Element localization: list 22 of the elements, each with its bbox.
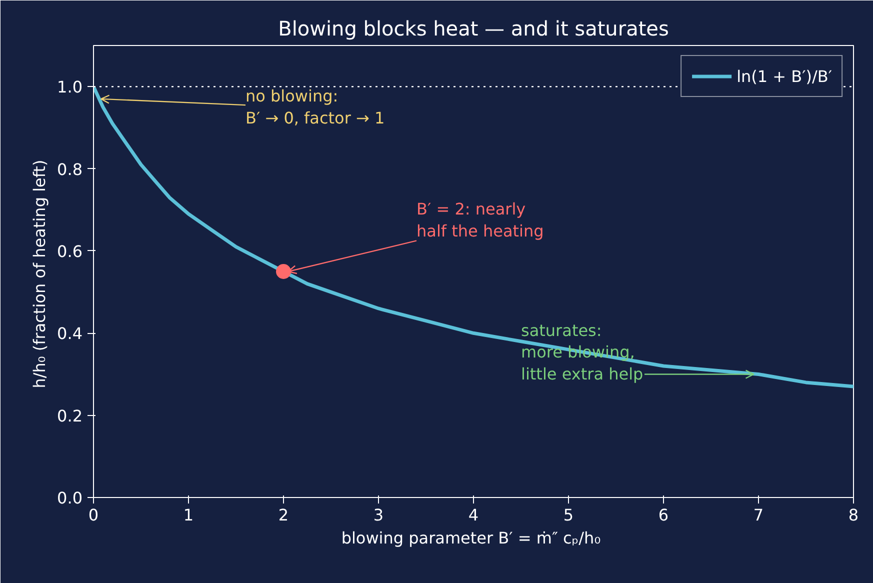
legend-label: ln(1 + B′)/B′	[736, 66, 832, 86]
y-tick-label: 1.0	[57, 78, 83, 97]
x-axis-title: blowing parameter B′ = ṁ″ cₚ/h₀	[341, 528, 601, 548]
x-tick-label: 4	[468, 506, 479, 524]
chart-title: Blowing blocks heat — and it saturates	[278, 16, 669, 40]
x-tick-label: 6	[658, 506, 669, 524]
y-tick-label: 0.4	[57, 324, 83, 344]
x-tick-label: 3	[373, 506, 384, 524]
x-tick-label: 1	[183, 506, 194, 524]
x-tick-label: 0	[88, 506, 99, 524]
y-tick-label: 0.2	[57, 406, 83, 426]
y-tick-label: 0.6	[57, 242, 83, 261]
y-axis-title: h/h₀ (fraction of heating left)	[30, 160, 50, 388]
x-tick-label: 2	[278, 506, 289, 524]
line-series	[94, 84, 854, 388]
x-tick-label: 8	[848, 506, 859, 524]
y-tick-label: 0.8	[57, 160, 83, 179]
x-tick-label: 5	[563, 506, 574, 524]
y-tick-label: 0.0	[57, 488, 83, 508]
x-tick-label: 7	[753, 506, 764, 524]
annotation: B′ = 2: nearly half the heating	[416, 200, 544, 240]
annotation: no blowing: B′ → 0, factor → 1	[246, 86, 385, 128]
